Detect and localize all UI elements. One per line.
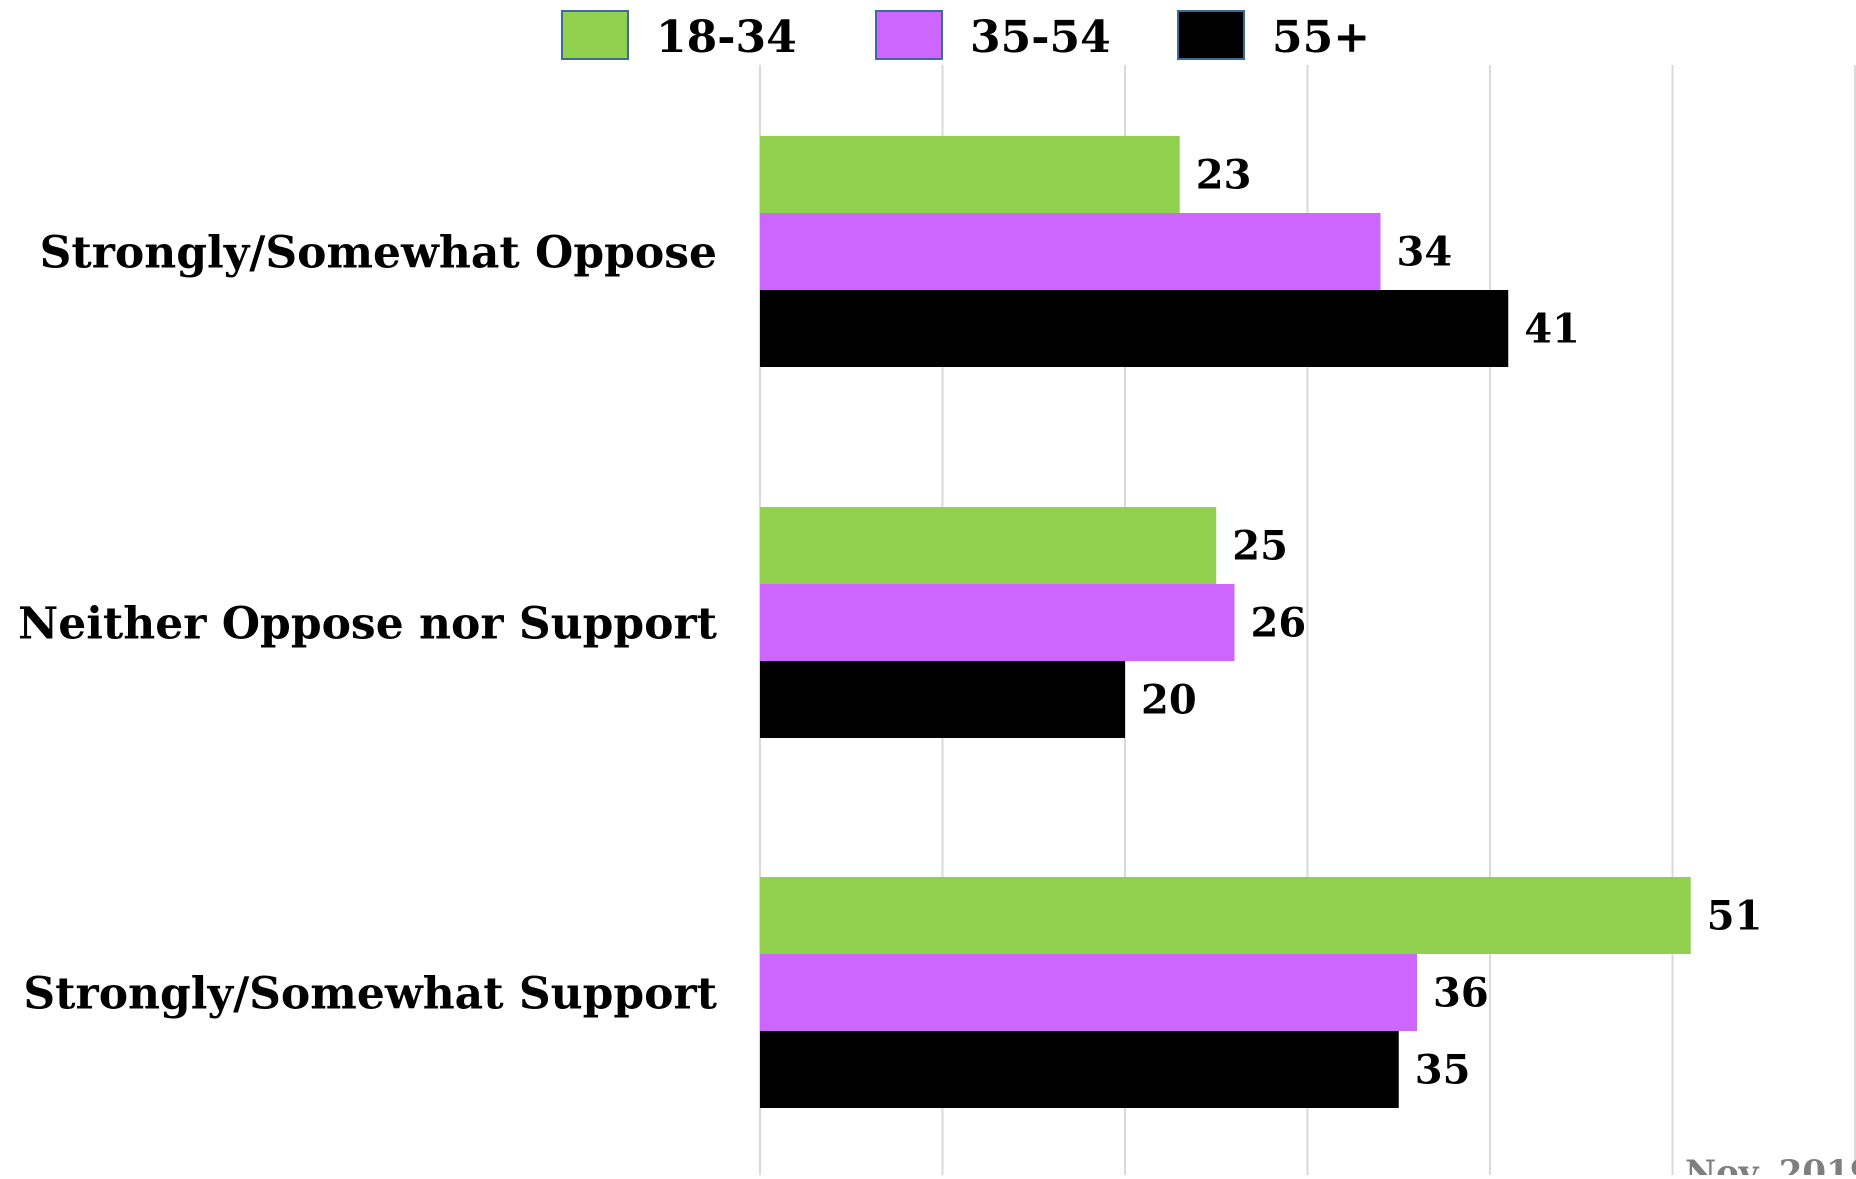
bar-strongly-somewhat-support-35-54: [760, 954, 1417, 1031]
data-label-strongly-somewhat-support-35-54: 36: [1433, 970, 1489, 1017]
bars: [760, 136, 1691, 1108]
category-label-strongly-somewhat-support: Strongly/Somewhat Support: [23, 969, 717, 1020]
legend-swatch-18-34: [561, 10, 629, 60]
legend: 18-34 35-54 55+: [561, 10, 1370, 63]
source-date-note: Nov. 2019: [1685, 1153, 1856, 1175]
bar-strongly-somewhat-oppose-18-34: [760, 136, 1180, 213]
data-label-neither-oppose-nor-support-35-54: 26: [1251, 600, 1307, 647]
data-label-strongly-somewhat-oppose-55: 41: [1524, 306, 1580, 353]
category-label-neither-oppose-nor-support: Neither Oppose nor Support: [18, 599, 718, 650]
bar-neither-oppose-nor-support-55: [760, 661, 1125, 738]
bar-neither-oppose-nor-support-18-34: [760, 507, 1217, 584]
data-labels: 23 34 41 25 26 20 51 36 35: [1141, 152, 1762, 1094]
data-label-neither-oppose-nor-support-55: 20: [1141, 677, 1197, 724]
bar-neither-oppose-nor-support-35-54: [760, 584, 1235, 661]
legend-label-18-34: 18-34: [656, 12, 797, 63]
data-label-strongly-somewhat-oppose-35-54: 34: [1397, 229, 1453, 276]
category-labels: Strongly/Somewhat Oppose Neither Oppose n…: [18, 228, 718, 1020]
bar-strongly-somewhat-oppose-55: [760, 290, 1509, 367]
legend-label-55: 55+: [1272, 12, 1370, 63]
category-label-strongly-somewhat-oppose: Strongly/Somewhat Oppose: [40, 228, 717, 279]
legend-label-35-54: 35-54: [970, 12, 1111, 63]
data-label-neither-oppose-nor-support-18-34: 25: [1232, 523, 1288, 570]
data-label-strongly-somewhat-oppose-18-34: 23: [1196, 152, 1252, 199]
legend-swatch-35-54: [875, 10, 943, 60]
bar-strongly-somewhat-support-18-34: [760, 877, 1691, 954]
legend-swatch-55: [1177, 10, 1245, 60]
data-label-strongly-somewhat-support-18-34: 51: [1707, 893, 1763, 940]
data-label-strongly-somewhat-support-55: 35: [1415, 1047, 1471, 1094]
bar-strongly-somewhat-oppose-35-54: [760, 213, 1381, 290]
bar-strongly-somewhat-support-55: [760, 1031, 1399, 1108]
